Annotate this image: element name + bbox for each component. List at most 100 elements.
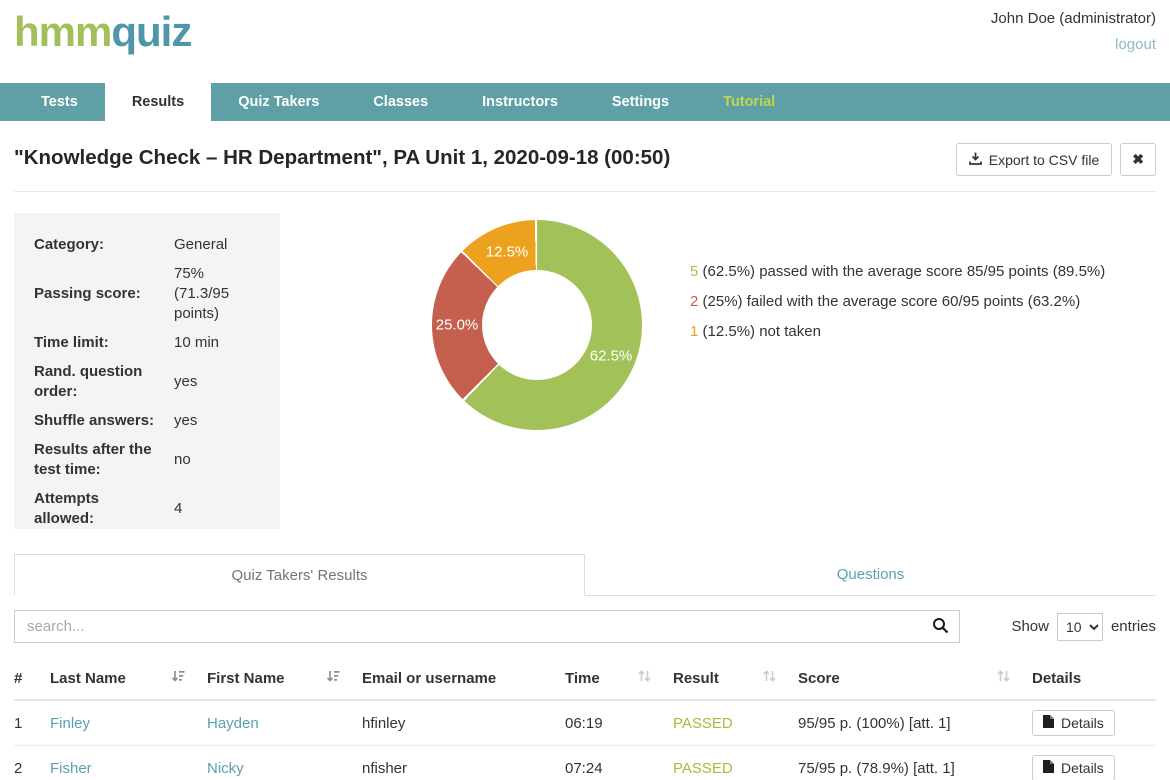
results-table: # Last Name First Name Email or username… <box>14 659 1156 780</box>
col-header-score[interactable]: Score <box>798 669 1032 687</box>
cell-email: hfinley <box>362 714 406 732</box>
info-value-results-after: no <box>174 451 191 468</box>
sort-both-icon <box>638 669 651 687</box>
chart-legend: 5 (62.5%) passed with the average score … <box>690 262 1105 352</box>
download-icon <box>968 152 982 168</box>
header: hmmquiz John Doe (administrator) logout <box>0 0 1170 83</box>
last-name-link[interactable]: Finley <box>50 714 91 732</box>
sort-amount-icon <box>171 669 185 687</box>
show-label: Show <box>1011 618 1049 635</box>
table-header-row: # Last Name First Name Email or username… <box>14 659 1156 701</box>
search-input[interactable] <box>14 610 960 643</box>
info-value-attempts: 4 <box>174 500 183 517</box>
export-csv-label: Export to CSV file <box>988 151 1100 168</box>
legend-count-not-taken: 1 <box>690 323 699 340</box>
cell-num: 2 <box>14 759 23 777</box>
info-label-rand-order: Rand. question order: <box>34 363 143 400</box>
donut-chart: 62.5% 25.0% 12.5% <box>432 220 642 430</box>
legend-text-not-taken: (12.5%) not taken <box>698 323 821 340</box>
legend-text-failed: (25%) failed with the average score 60/9… <box>698 293 1081 310</box>
details-button[interactable]: Details <box>1032 710 1115 736</box>
info-value-passing-score: 75% (71.3/95 points) <box>174 265 230 322</box>
sort-both-icon <box>997 669 1010 687</box>
info-label-results-after: Results after the test time: <box>34 441 152 478</box>
close-icon: ✖ <box>1132 151 1144 167</box>
file-icon <box>1043 760 1054 776</box>
page-title: "Knowledge Check – HR Department", PA Un… <box>14 146 671 169</box>
cell-email: nfisher <box>362 759 408 777</box>
details-label: Details <box>1061 715 1104 731</box>
cell-time: 07:24 <box>565 759 603 777</box>
nav-item-tutorial[interactable]: Tutorial <box>723 94 776 110</box>
nav-item-classes[interactable]: Classes <box>373 94 429 110</box>
nav-item-results[interactable]: Results <box>104 79 212 125</box>
user-name: John Doe (administrator) <box>990 10 1156 27</box>
logo-part-hmm: hmm <box>14 8 112 55</box>
logout-link[interactable]: logout <box>1115 36 1156 53</box>
details-button[interactable]: Details <box>1032 755 1115 780</box>
sort-both-icon <box>763 669 776 687</box>
first-name-link[interactable]: Hayden <box>207 714 259 732</box>
cell-time: 06:19 <box>565 714 603 732</box>
legend-line-not-taken: 1 (12.5%) not taken <box>690 322 1105 342</box>
legend-line-passed: 5 (62.5%) passed with the average score … <box>690 262 1105 282</box>
last-name-link[interactable]: Fisher <box>50 759 92 777</box>
nav-item-quiz-takers[interactable]: Quiz Takers <box>238 94 320 110</box>
nav-item-instructors[interactable]: Instructors <box>482 94 558 110</box>
nav-item-tests[interactable]: Tests <box>41 94 78 110</box>
col-header-email: Email or username <box>362 669 497 687</box>
col-header-time[interactable]: Time <box>565 669 673 687</box>
sort-amount-icon <box>326 669 340 687</box>
info-label-shuffle: Shuffle answers: <box>34 412 155 429</box>
logo-part-quiz: quiz <box>111 8 192 55</box>
export-csv-button[interactable]: Export to CSV file <box>955 143 1113 176</box>
result-badge: PASSED <box>673 714 733 732</box>
col-header-first-name[interactable]: First Name <box>207 669 362 687</box>
cell-score: 75/95 p. (78.9%) [att. 1] <box>798 759 955 777</box>
table-row: 1 Finley Hayden hfinley 06:19 PASSED 95/… <box>14 701 1156 746</box>
info-label-passing-score: Passing score: <box>34 285 141 302</box>
cell-num: 1 <box>14 714 23 732</box>
info-value-shuffle: yes <box>174 412 198 429</box>
title-actions: Export to CSV file ✖ <box>955 143 1156 176</box>
info-value-category: General <box>174 236 228 253</box>
main-nav: Tests Results Quiz Takers Classes Instru… <box>0 79 1170 125</box>
result-badge: PASSED <box>673 759 733 777</box>
col-header-num: # <box>14 669 23 687</box>
col-header-details: Details <box>1032 669 1082 687</box>
test-info-panel: Category: General Passing score: 75% (71… <box>14 213 280 529</box>
info-label-attempts: Attempts allowed: <box>34 490 100 527</box>
page-size-select[interactable]: 10 <box>1056 612 1103 641</box>
tab-quiz-takers-results[interactable]: Quiz Takers' Results <box>14 554 585 596</box>
results-tabs: Quiz Takers' Results Questions <box>14 554 1156 596</box>
file-icon <box>1043 715 1054 731</box>
search-icon[interactable] <box>932 617 949 639</box>
info-value-rand-order: yes <box>174 373 198 390</box>
col-header-last-name[interactable]: Last Name <box>50 669 207 687</box>
title-row: "Knowledge Check – HR Department", PA Un… <box>14 121 1156 192</box>
donut-label-passed: 62.5% <box>589 347 633 365</box>
tab-questions[interactable]: Questions <box>585 554 1156 596</box>
show-entries-group: Show 10 entries <box>1011 612 1156 641</box>
test-info-grid: Category: General Passing score: 75% (71… <box>34 235 260 529</box>
entries-label: entries <box>1110 618 1156 635</box>
info-label-category: Category: <box>34 236 105 253</box>
donut-label-not-taken: 12.5% <box>485 243 529 261</box>
first-name-link[interactable]: Nicky <box>207 759 244 777</box>
cell-score: 95/95 p. (100%) [att. 1] <box>798 714 951 732</box>
legend-count-failed: 2 <box>690 293 699 310</box>
nav-item-settings[interactable]: Settings <box>611 94 670 110</box>
donut-label-failed: 25.0% <box>435 316 479 334</box>
table-toolbar: Show 10 entries <box>14 610 1156 643</box>
legend-line-failed: 2 (25%) failed with the average score 60… <box>690 292 1105 312</box>
info-label-time-limit: Time limit: <box>34 334 109 351</box>
app-logo[interactable]: hmmquiz <box>14 8 192 56</box>
close-button[interactable]: ✖ <box>1120 143 1156 176</box>
legend-text-passed: (62.5%) passed with the average score 85… <box>698 263 1106 280</box>
legend-count-passed: 5 <box>690 263 699 280</box>
search-wrap <box>14 610 960 643</box>
info-value-time-limit: 10 min <box>174 334 220 351</box>
details-label: Details <box>1061 760 1104 776</box>
col-header-result[interactable]: Result <box>673 669 798 687</box>
